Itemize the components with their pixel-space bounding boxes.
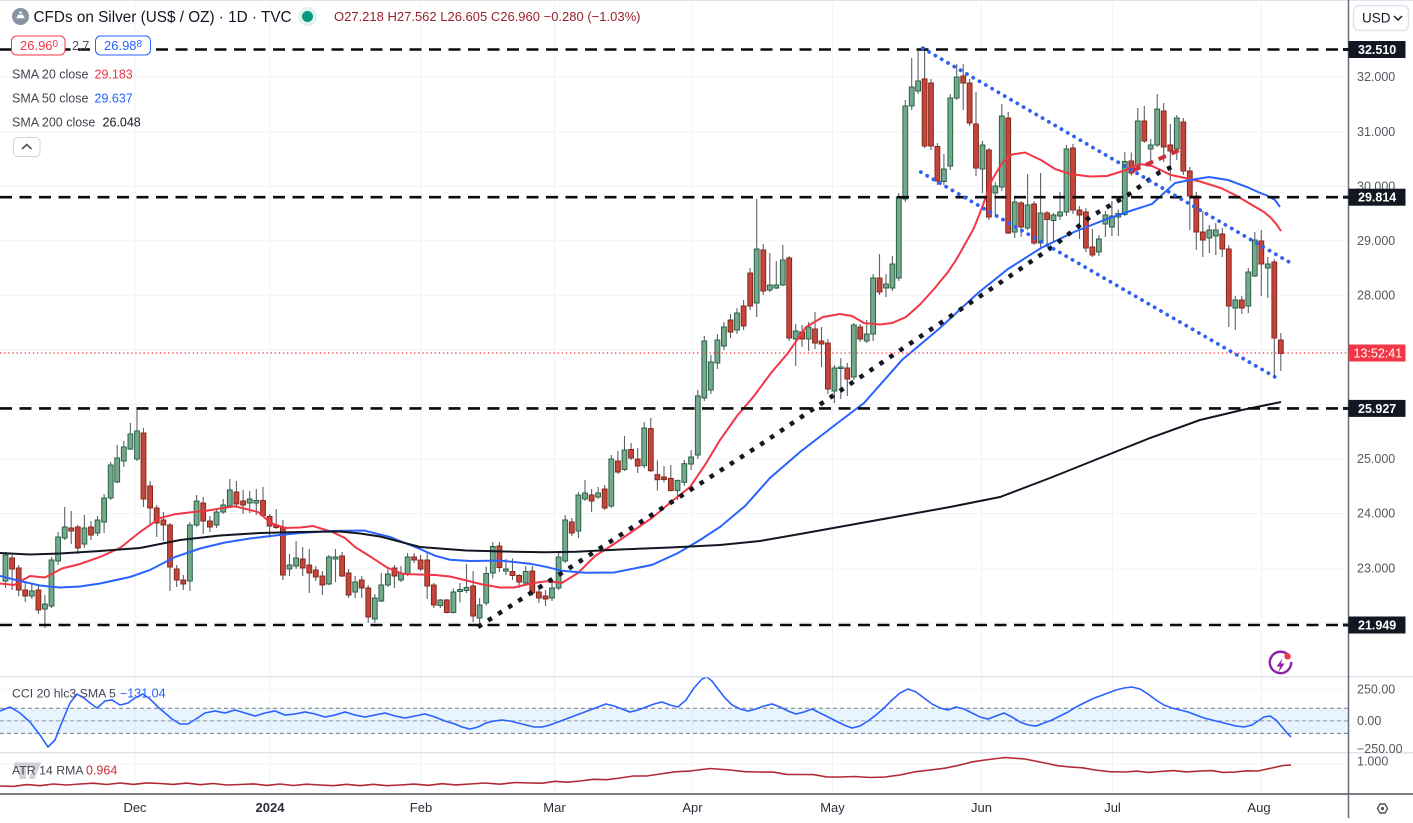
svg-text:0.00: 0.00	[1357, 714, 1381, 728]
svg-text:29.637: 29.637	[95, 92, 133, 106]
svg-text:25.000: 25.000	[1357, 452, 1395, 466]
svg-text:31.000: 31.000	[1357, 125, 1395, 139]
svg-text:29.183: 29.183	[95, 68, 133, 82]
svg-text:2.7: 2.7	[72, 39, 89, 53]
svg-text:−250.00: −250.00	[1357, 742, 1403, 756]
svg-text:29.000: 29.000	[1357, 234, 1395, 248]
svg-text:250.00: 250.00	[1357, 682, 1395, 696]
svg-text:26.048: 26.048	[103, 116, 141, 130]
svg-text:USD: USD	[1362, 11, 1391, 26]
svg-text:32.000: 32.000	[1357, 70, 1395, 84]
svg-text:24.000: 24.000	[1357, 507, 1395, 521]
svg-text:Jun: Jun	[971, 800, 992, 815]
svg-text:23.000: 23.000	[1357, 561, 1395, 575]
svg-text:1.000: 1.000	[1357, 755, 1388, 769]
svg-text:May: May	[820, 800, 845, 815]
svg-text:Dec: Dec	[123, 800, 147, 815]
svg-text:Jul: Jul	[1104, 800, 1121, 815]
svg-text:Apr: Apr	[682, 800, 703, 815]
svg-text:26.960: 26.960	[20, 38, 59, 53]
svg-text:32.510: 32.510	[1358, 43, 1396, 57]
svg-text:SMA 20 close: SMA 20 close	[12, 68, 88, 82]
svg-text:28.000: 28.000	[1357, 288, 1395, 302]
svg-text:O27.218 H27.562 L26.605 C26.96: O27.218 H27.562 L26.605 C26.960 −0.280 (…	[334, 9, 640, 24]
svg-text:CFDs on Silver (US$ / OZ) · 1D: CFDs on Silver (US$ / OZ) · 1D · TVC	[34, 9, 292, 26]
svg-text:Aug: Aug	[1247, 800, 1270, 815]
svg-text:29.814: 29.814	[1358, 191, 1396, 205]
svg-text:−131.04: −131.04	[120, 687, 166, 701]
svg-text:2024: 2024	[256, 800, 286, 815]
svg-text:21.949: 21.949	[1358, 619, 1396, 633]
svg-text:0.964: 0.964	[86, 764, 117, 778]
svg-text:Mar: Mar	[543, 800, 566, 815]
svg-text:CCI 20 hlc3 SMA 5: CCI 20 hlc3 SMA 5	[12, 687, 116, 701]
svg-text:Feb: Feb	[410, 800, 432, 815]
svg-text:25.927: 25.927	[1358, 402, 1396, 416]
svg-text:26.988: 26.988	[104, 38, 143, 53]
svg-text:13:52:41: 13:52:41	[1354, 347, 1403, 361]
svg-text:SMA 200 close: SMA 200 close	[12, 116, 95, 130]
svg-text:SMA 50 close: SMA 50 close	[12, 92, 88, 106]
svg-text:ATR 14 RMA: ATR 14 RMA	[12, 764, 84, 778]
